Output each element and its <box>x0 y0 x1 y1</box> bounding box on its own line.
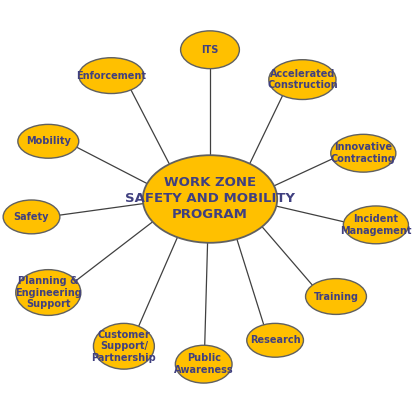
Ellipse shape <box>79 58 144 94</box>
Ellipse shape <box>269 60 336 100</box>
Ellipse shape <box>181 31 239 68</box>
Text: Training: Training <box>313 291 359 302</box>
Text: Innovative
Contracting: Innovative Contracting <box>331 142 396 164</box>
Text: Research: Research <box>250 335 300 345</box>
Ellipse shape <box>3 200 60 234</box>
Text: Safety: Safety <box>14 212 49 222</box>
Ellipse shape <box>331 134 396 172</box>
Text: Planning &
Engineering
Support: Planning & Engineering Support <box>15 276 81 309</box>
Text: Incident
Management: Incident Management <box>340 214 412 236</box>
Ellipse shape <box>176 345 232 383</box>
Text: WORK ZONE
SAFETY AND MOBILITY
PROGRAM: WORK ZONE SAFETY AND MOBILITY PROGRAM <box>125 176 295 222</box>
Text: ITS: ITS <box>201 45 219 55</box>
Ellipse shape <box>18 124 79 158</box>
Ellipse shape <box>93 323 155 369</box>
Ellipse shape <box>247 323 304 357</box>
Text: Enforcement: Enforcement <box>76 70 146 81</box>
Ellipse shape <box>143 155 277 243</box>
Ellipse shape <box>16 270 81 315</box>
Text: Customer
Support/
Partnership: Customer Support/ Partnership <box>92 330 156 363</box>
Text: Accelerated
Construction: Accelerated Construction <box>267 69 338 90</box>
Text: Public
Awareness: Public Awareness <box>174 353 234 375</box>
Text: Mobility: Mobility <box>26 136 71 146</box>
Ellipse shape <box>344 206 409 244</box>
Ellipse shape <box>306 279 366 314</box>
